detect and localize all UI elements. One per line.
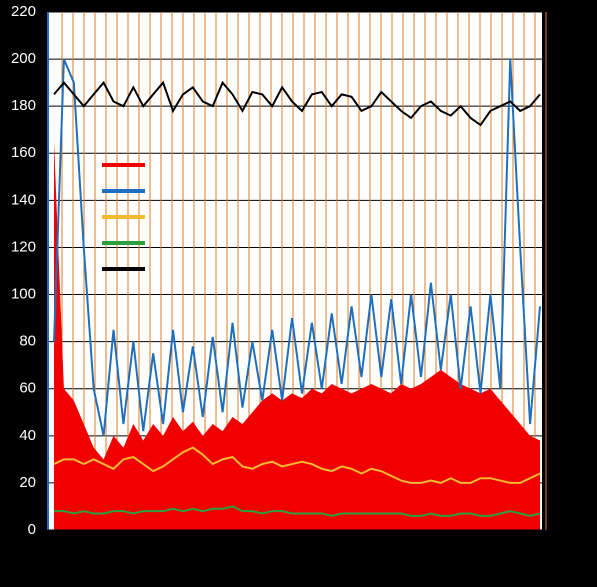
y-tick-label: 140 bbox=[11, 191, 36, 208]
y-tick-label: 100 bbox=[11, 286, 36, 303]
area bbox=[54, 141, 540, 530]
y-tick-label: 180 bbox=[11, 97, 36, 114]
y-tick-label: 220 bbox=[11, 3, 36, 20]
y-tick-label: 80 bbox=[19, 333, 36, 350]
y-tick-label: 60 bbox=[19, 380, 36, 397]
line bbox=[54, 505, 541, 517]
y-tick-label: 200 bbox=[11, 50, 36, 67]
y-tick-label: 120 bbox=[11, 238, 36, 255]
line bbox=[53, 446, 541, 484]
y-tick-label: 40 bbox=[19, 427, 36, 444]
line bbox=[53, 58, 541, 437]
line bbox=[53, 80, 541, 127]
y-tick-label: 160 bbox=[11, 144, 36, 161]
y-tick-label: 0 bbox=[28, 521, 36, 538]
y-tick-label: 20 bbox=[19, 474, 36, 491]
